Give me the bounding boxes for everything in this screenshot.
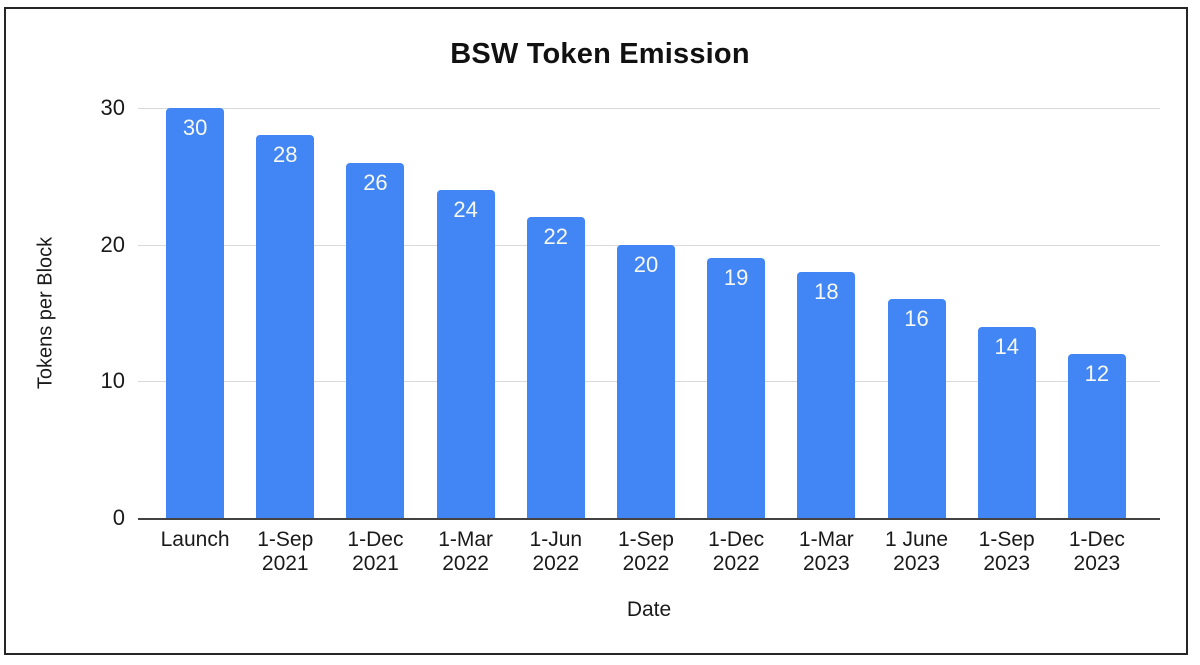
x-tick-label: 1-Sep 2021 [257,528,314,575]
bar-value-label: 14 [994,333,1019,359]
bar-value-label: 24 [453,197,478,222]
bar: 26 [346,162,405,518]
x-tick-label: 1-Mar 2022 [438,528,494,575]
bar: 18 [797,272,856,518]
x-axis-title: Date [626,598,672,621]
gridline [138,108,1160,109]
x-tick-label: 1-Jun 2022 [529,528,583,575]
x-tick-label: Launch [160,528,230,551]
x-tick-label: 1-Dec 2023 [1068,528,1125,575]
x-tick-label: 1-Mar 2023 [798,528,854,575]
y-tick-label: 20 [100,231,125,257]
bar: 14 [977,326,1036,518]
bar: 16 [887,299,946,518]
bar: 19 [707,258,766,518]
bar-value-label: 22 [543,224,569,250]
bar-value-label: 30 [182,115,208,140]
bar-value-label: 28 [273,142,298,168]
bar-value-label: 12 [1084,361,1110,386]
bar: 20 [616,244,675,518]
x-tick-label: 1-Dec 2021 [347,528,404,575]
bar-value-label: 19 [723,265,749,291]
x-tick-label: 1-Sep 2022 [617,528,674,575]
y-tick-label: 30 [100,95,125,120]
bar-value-label: 20 [633,251,659,277]
bar-value-label: 18 [814,279,839,304]
bar: 24 [436,190,495,518]
bar-value-label: 26 [363,169,388,195]
chart-title: BSW Token Emission [450,38,750,70]
x-tick-label: 1 June 2023 [884,528,949,575]
y-tick-label: 0 [112,505,125,530]
plot-area: 0 10 20 30 30 Launch 28 1-Sep 2021 26 1-Dec 2021 2… [101,95,1160,575]
bar: 28 [256,135,315,518]
x-tick-label: 1-Sep 2023 [978,528,1035,575]
bar-value-label: 16 [904,306,929,332]
x-tick-label: 1-Dec 2022 [708,528,765,575]
bar: 30 [166,108,225,518]
y-axis-title: Tokens per Block [34,236,57,390]
y-tick-label: 10 [100,368,125,394]
bar: 12 [1067,354,1126,518]
bar: 22 [526,217,585,518]
